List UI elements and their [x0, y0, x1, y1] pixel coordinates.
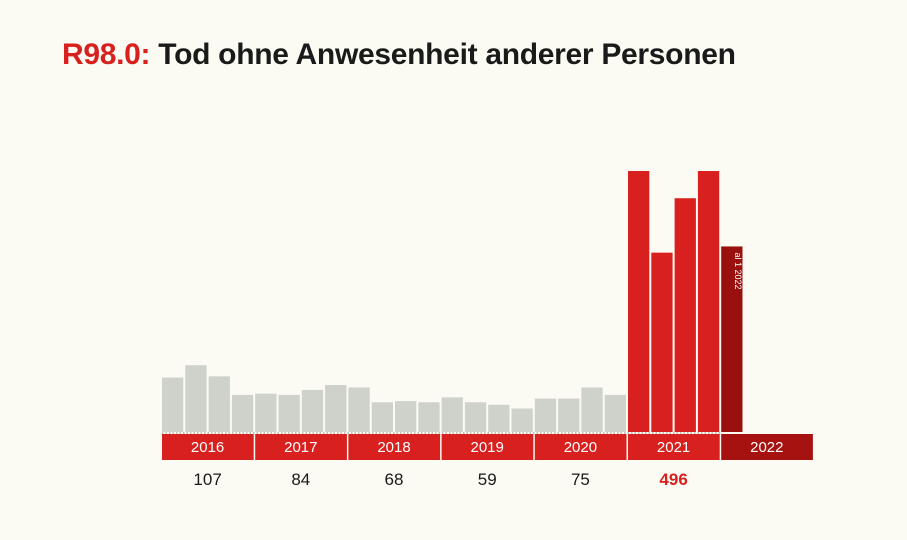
year-band-2019 — [441, 434, 534, 460]
bar-2017-q2 — [278, 394, 300, 432]
bar-2018-q2 — [371, 402, 393, 432]
bar-2021-q3 — [674, 198, 696, 432]
bar-2020-q3 — [581, 387, 603, 432]
bar-2018-q1 — [348, 387, 370, 432]
year-band-2018 — [348, 434, 441, 460]
bar-2020-q4 — [604, 394, 626, 432]
bar-2016-q1 — [162, 377, 184, 432]
year-band-2020 — [534, 434, 627, 460]
title-code: R98.0: — [62, 38, 151, 71]
bar-2020-q1 — [534, 398, 557, 432]
bar-2019-q1 — [441, 397, 463, 432]
year-total-2016: 107 — [193, 470, 221, 489]
year-total-2017: 84 — [291, 470, 310, 489]
year-total-2021: 496 — [659, 470, 687, 489]
year-label-2021: 2021 — [657, 439, 690, 456]
year-band-2016 — [162, 434, 254, 460]
bar-2016-q3 — [208, 376, 230, 432]
year-label-2022: 2022 — [750, 439, 783, 456]
bar-2021-q4 — [697, 171, 720, 432]
bar-2018-q3 — [395, 401, 417, 432]
bar-2016-q4 — [231, 394, 254, 432]
chart-title: R98.0: Tod ohne Anwesenheit anderer Pers… — [62, 38, 736, 72]
bar-2021-q2 — [651, 252, 673, 432]
year-label-2017: 2017 — [284, 439, 317, 456]
bar-2017-q3 — [301, 389, 324, 432]
bar-2019-q2 — [464, 402, 487, 432]
bar-2016-q2 — [185, 365, 207, 432]
bar-2022-q1 — [721, 246, 743, 432]
bar-2017-q4 — [325, 384, 347, 432]
bar-2019-q4 — [511, 408, 533, 432]
bar-2020-q2 — [558, 398, 580, 432]
year-label-2020: 2020 — [564, 439, 597, 456]
bar-2018-q4 — [418, 402, 440, 432]
year-total-2018: 68 — [385, 470, 404, 489]
bar-2017-q1 — [255, 393, 277, 432]
bar-2019-q3 — [488, 404, 510, 432]
year-band-2021 — [628, 434, 720, 460]
year-label-2019: 2019 — [471, 439, 504, 456]
year-label-2016: 2016 — [191, 439, 224, 456]
year-total-2019: 59 — [478, 470, 497, 489]
year-total-2020: 75 — [571, 470, 590, 489]
bar-2021-q1 — [628, 171, 650, 432]
year-band-2022 — [721, 434, 813, 460]
year-label-2018: 2018 — [377, 439, 410, 456]
title-text: Tod ohne Anwesenheit anderer Personen — [150, 38, 736, 71]
bar-annotation-2022: al 1 2022 — [733, 252, 743, 289]
year-band-2017 — [255, 434, 347, 460]
